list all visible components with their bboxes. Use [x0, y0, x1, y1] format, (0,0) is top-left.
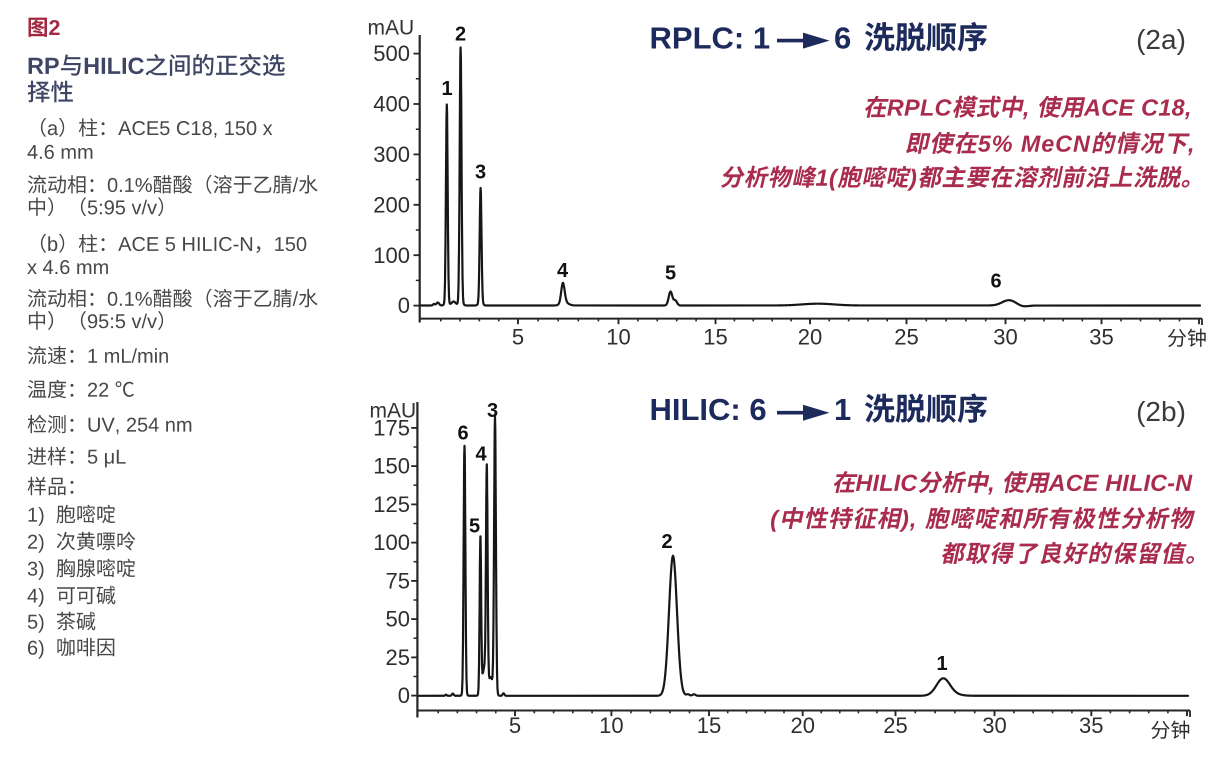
- svg-text:10: 10: [599, 713, 623, 738]
- svg-text:1: 1: [834, 392, 851, 427]
- svg-text:(2b): (2b): [1136, 396, 1186, 427]
- svg-text:1: 1: [936, 653, 947, 675]
- svg-text:mAU: mAU: [368, 17, 415, 40]
- svg-text:20: 20: [790, 713, 814, 738]
- svg-text:150: 150: [373, 454, 410, 479]
- svg-text:4: 4: [475, 444, 487, 466]
- svg-text:2: 2: [661, 531, 672, 553]
- svg-text:5: 5: [469, 516, 480, 538]
- svg-text:25: 25: [894, 325, 918, 350]
- svg-text:RPLC: 1: RPLC: 1: [650, 21, 771, 56]
- svg-text:300: 300: [373, 142, 410, 167]
- svg-text:10: 10: [606, 325, 630, 350]
- svg-text:500: 500: [373, 41, 410, 66]
- svg-text:6: 6: [990, 271, 1001, 293]
- svg-text:25: 25: [386, 645, 410, 670]
- svg-text:35: 35: [1089, 325, 1113, 350]
- svg-text:15: 15: [703, 325, 727, 350]
- svg-text:6: 6: [457, 423, 468, 445]
- svg-text:3: 3: [487, 400, 498, 422]
- svg-text:30: 30: [993, 325, 1017, 350]
- svg-text:(2a): (2a): [1136, 24, 1186, 55]
- svg-text:mAU: mAU: [370, 400, 417, 423]
- svg-text:50: 50: [386, 607, 410, 632]
- svg-text:35: 35: [1079, 713, 1103, 738]
- svg-text:30: 30: [982, 713, 1006, 738]
- svg-text:15: 15: [697, 713, 721, 738]
- svg-text:400: 400: [373, 92, 410, 117]
- svg-text:5: 5: [509, 713, 521, 738]
- svg-text:0: 0: [398, 683, 410, 708]
- svg-text:3: 3: [475, 162, 486, 184]
- svg-text:1: 1: [441, 78, 452, 100]
- svg-text:200: 200: [373, 192, 410, 217]
- svg-text:6: 6: [834, 21, 851, 56]
- svg-text:25: 25: [883, 713, 907, 738]
- svg-text:125: 125: [373, 492, 410, 517]
- svg-text:0: 0: [398, 293, 410, 318]
- svg-text:75: 75: [386, 568, 410, 593]
- svg-text:100: 100: [373, 243, 410, 268]
- svg-text:5: 5: [512, 325, 524, 350]
- svg-text:2: 2: [455, 24, 466, 46]
- svg-text:5: 5: [665, 263, 676, 285]
- svg-text:HILIC: 6: HILIC: 6: [650, 392, 767, 427]
- svg-text:100: 100: [373, 530, 410, 555]
- svg-text:20: 20: [798, 325, 822, 350]
- svg-text:175: 175: [373, 415, 410, 440]
- svg-text:4: 4: [557, 260, 569, 282]
